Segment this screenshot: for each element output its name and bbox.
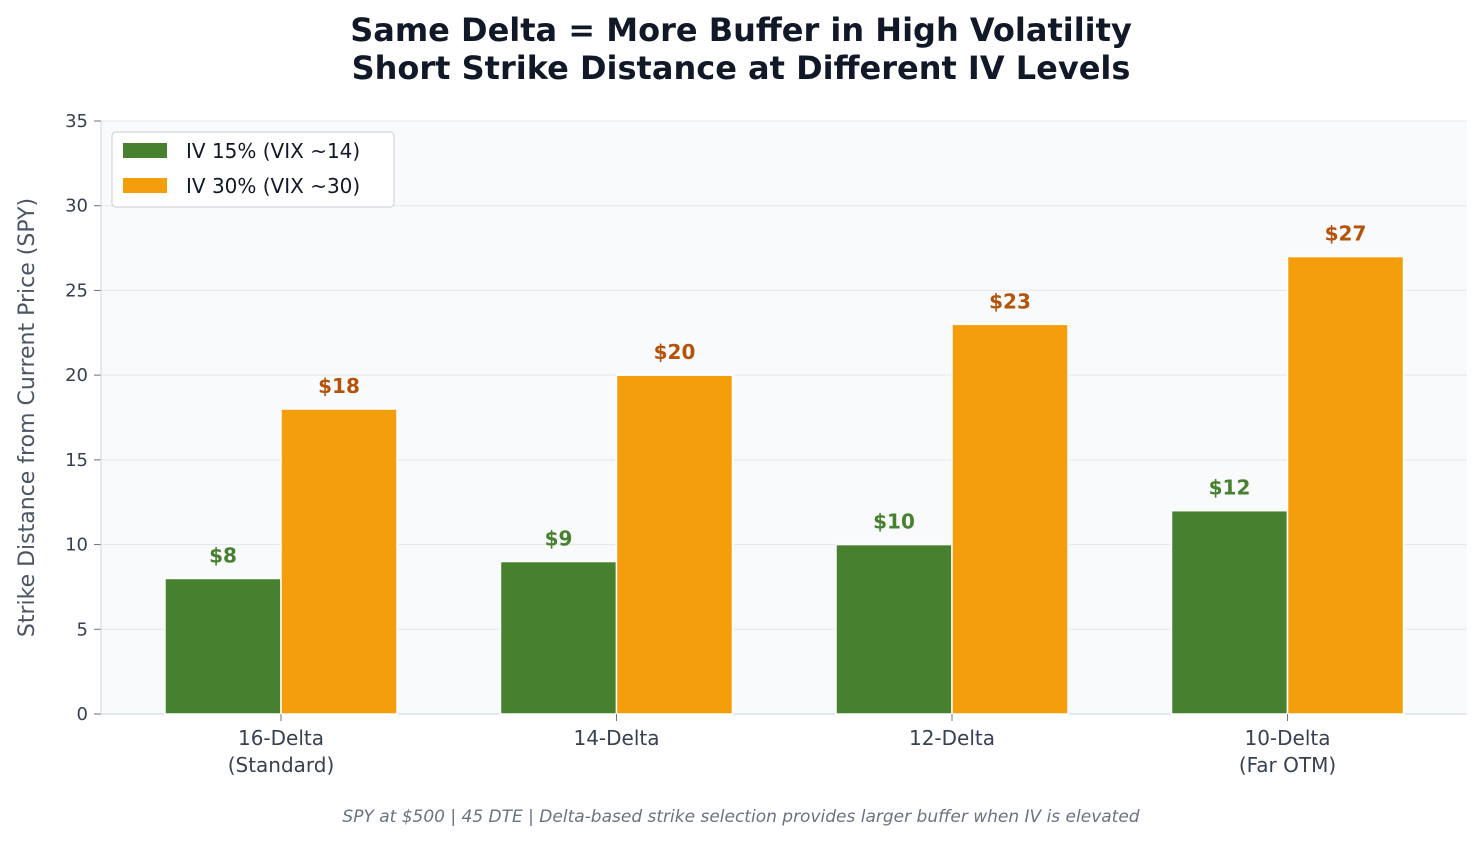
data-label: $10: [873, 510, 915, 534]
y-tick-label: 15: [65, 450, 88, 471]
legend-label: IV 30% (VIX ~30): [186, 174, 360, 198]
data-label: $8: [209, 543, 237, 567]
y-tick-label: 20: [65, 365, 88, 386]
data-label: $12: [1209, 476, 1251, 500]
bar-iv30: [1286, 255, 1405, 715]
bar-iv15: [1170, 509, 1289, 715]
legend-swatch: [123, 178, 167, 193]
y-tick-label: 25: [65, 280, 88, 301]
y-tick-label: 35: [65, 111, 88, 132]
data-label: $20: [654, 340, 696, 364]
x-tick-label: 16-Delta: [238, 726, 324, 750]
data-label: $27: [1325, 222, 1367, 246]
x-tick-label: 10-Delta: [1244, 726, 1330, 750]
y-axis-label: Strike Distance from Current Price (SPY): [15, 198, 40, 637]
x-tick-label: 12-Delta: [909, 726, 995, 750]
x-tick-label: (Standard): [228, 753, 335, 777]
y-tick-label: 5: [77, 619, 88, 640]
legend-label: IV 15% (VIX ~14): [186, 139, 360, 163]
data-label: $18: [318, 374, 360, 398]
bar-iv30: [615, 374, 734, 715]
chart-title-line-2: Short Strike Distance at Different IV Le…: [351, 49, 1131, 87]
bar-iv30: [280, 408, 398, 715]
y-tick-label: 30: [65, 196, 88, 217]
bar-iv15: [499, 560, 618, 715]
x-tick-label: (Far OTM): [1239, 753, 1336, 777]
bar-iv15: [164, 577, 282, 715]
bar-iv15: [835, 543, 953, 715]
y-tick-label: 10: [65, 535, 88, 556]
legend-box: [111, 131, 395, 208]
x-tick-label: 14-Delta: [573, 726, 659, 750]
chart-title-line-1: Same Delta = More Buffer in High Volatil…: [350, 11, 1132, 49]
data-label: $23: [989, 289, 1031, 313]
chart-footnote: SPY at $500 | 45 DTE | Delta-based strik…: [342, 807, 1140, 827]
y-tick-label: 0: [77, 704, 88, 725]
data-label: $9: [545, 527, 573, 551]
legend: IV 15% (VIX ~14) IV 30% (VIX ~30): [111, 131, 395, 208]
legend-swatch: [123, 143, 167, 158]
bar-iv30: [951, 323, 1069, 715]
